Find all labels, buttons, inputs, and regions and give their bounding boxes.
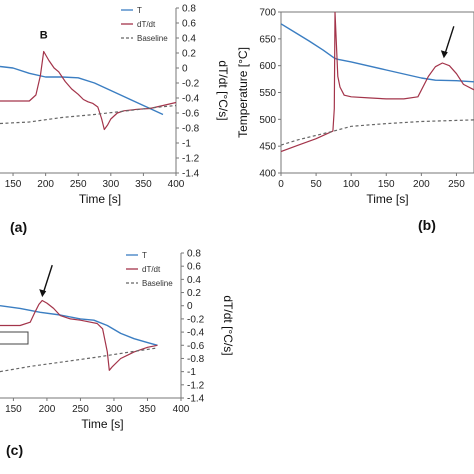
y-tick-label: -0.4 — [187, 328, 205, 339]
legend-entry: dT/dt — [137, 20, 156, 29]
x-tick-label: 400 — [168, 179, 185, 190]
annotation-label: B — [40, 30, 48, 42]
y-tick-label: 0.6 — [182, 19, 196, 30]
x-tick-label: 400 — [173, 404, 190, 415]
x-tick-label: 150 — [378, 179, 395, 190]
panel-a: 150 200 250 300 350 400 0.8 0.6 0.4 0.2 0 -0.2 -0.4 -… — [0, 4, 230, 235]
x-tick-label: 150 — [5, 404, 22, 415]
y-tick-label: -0.2 — [182, 79, 200, 90]
y-tick-label: -1.4 — [182, 169, 200, 180]
annotation-arrow-head — [440, 50, 448, 59]
x-axis-title: Time [s] — [81, 417, 123, 431]
panel-b: 0 50 100 150 200 250 700 650 600 550 500 450 400 Time… — [236, 8, 474, 233]
x-tick-label: 300 — [106, 404, 123, 415]
series-line-dtdt — [281, 12, 474, 153]
panel-label-b: (b) — [418, 217, 436, 233]
y-tick-label: 0.6 — [187, 262, 201, 273]
y-tick-label: 0.4 — [182, 34, 196, 45]
inset-box — [0, 331, 29, 345]
y-tick-label: -1 — [182, 139, 191, 150]
annotation-arrow-shaft — [444, 26, 455, 55]
x-tick-label: 300 — [102, 179, 119, 190]
y-tick-label: 650 — [259, 34, 276, 45]
y-tick-label: -0.4 — [182, 94, 200, 105]
y-tick-label: 500 — [259, 115, 276, 126]
x-tick-label: 200 — [39, 404, 56, 415]
y-axis-title: dT/dt [°C/s] — [221, 295, 235, 355]
panel-label-c: (c) — [6, 442, 23, 458]
x-tick-label: 250 — [72, 404, 89, 415]
y-tick-label: 0.8 — [182, 4, 196, 15]
y-tick-label: 550 — [259, 88, 276, 99]
x-tick-label: 200 — [413, 179, 430, 190]
y-tick-label: 0.8 — [187, 249, 201, 260]
y-tick-label: -0.8 — [182, 124, 200, 135]
y-tick-label: -1.2 — [187, 380, 205, 391]
annotation-arrow-shaft — [42, 264, 53, 294]
legend-entry: dT/dt — [142, 265, 161, 274]
plot-frame — [280, 11, 474, 174]
y-tick-label: 450 — [259, 142, 276, 153]
series-line-baseline — [0, 104, 176, 125]
x-tick-label: 0 — [278, 179, 284, 190]
y-tick-label: -0.6 — [182, 109, 200, 120]
series-line-dtdt — [0, 299, 158, 371]
legend-entry: T — [137, 6, 142, 15]
x-tick-label: 200 — [37, 179, 54, 190]
series-line-t — [281, 23, 474, 83]
y-tick-label: 0.2 — [182, 49, 196, 60]
series-line-t — [0, 65, 164, 116]
series-line-baseline — [281, 119, 474, 146]
legend-entry: Baseline — [142, 279, 173, 288]
y-tick-label: 600 — [259, 61, 276, 72]
y-tick-label: 0 — [187, 301, 193, 312]
annotation-arrow-head — [39, 289, 47, 298]
y-tick-label: 400 — [259, 169, 276, 180]
y-axis-title: Temperature [°C] — [236, 47, 250, 138]
y-tick-label: 700 — [259, 8, 276, 19]
x-tick-label: 350 — [135, 179, 152, 190]
x-axis-title: Time [s] — [366, 192, 408, 206]
y-axis-title: dT/dt [°C/s] — [216, 60, 230, 120]
series-line-t — [0, 305, 158, 346]
x-tick-label: 150 — [5, 179, 22, 190]
x-tick-label: 250 — [448, 179, 465, 190]
y-tick-label: 0.4 — [187, 275, 201, 286]
y-tick-label: -0.2 — [187, 314, 205, 325]
panel-c: 150 200 250 300 350 400 0.8 0.6 0.4 0.2 0 -0.2 -0.4 -… — [0, 249, 235, 458]
y-tick-label: -1.2 — [182, 154, 200, 165]
y-tick-label: 0 — [182, 64, 188, 75]
y-tick-label: -1.4 — [187, 394, 205, 405]
x-tick-label: 250 — [70, 179, 87, 190]
x-axis-title: Time [s] — [79, 192, 121, 206]
legend-entry: Baseline — [137, 34, 168, 43]
panel-label-a: (a) — [10, 219, 27, 235]
x-tick-label: 100 — [343, 179, 360, 190]
y-tick-label: -0.6 — [187, 341, 205, 352]
x-tick-label: 50 — [311, 179, 323, 190]
series-line-dtdt — [0, 50, 176, 131]
y-tick-label: -0.8 — [187, 354, 205, 365]
y-tick-label: -1 — [187, 367, 196, 378]
legend-entry: T — [142, 251, 147, 260]
x-tick-label: 350 — [139, 404, 156, 415]
y-tick-label: 0.2 — [187, 288, 201, 299]
